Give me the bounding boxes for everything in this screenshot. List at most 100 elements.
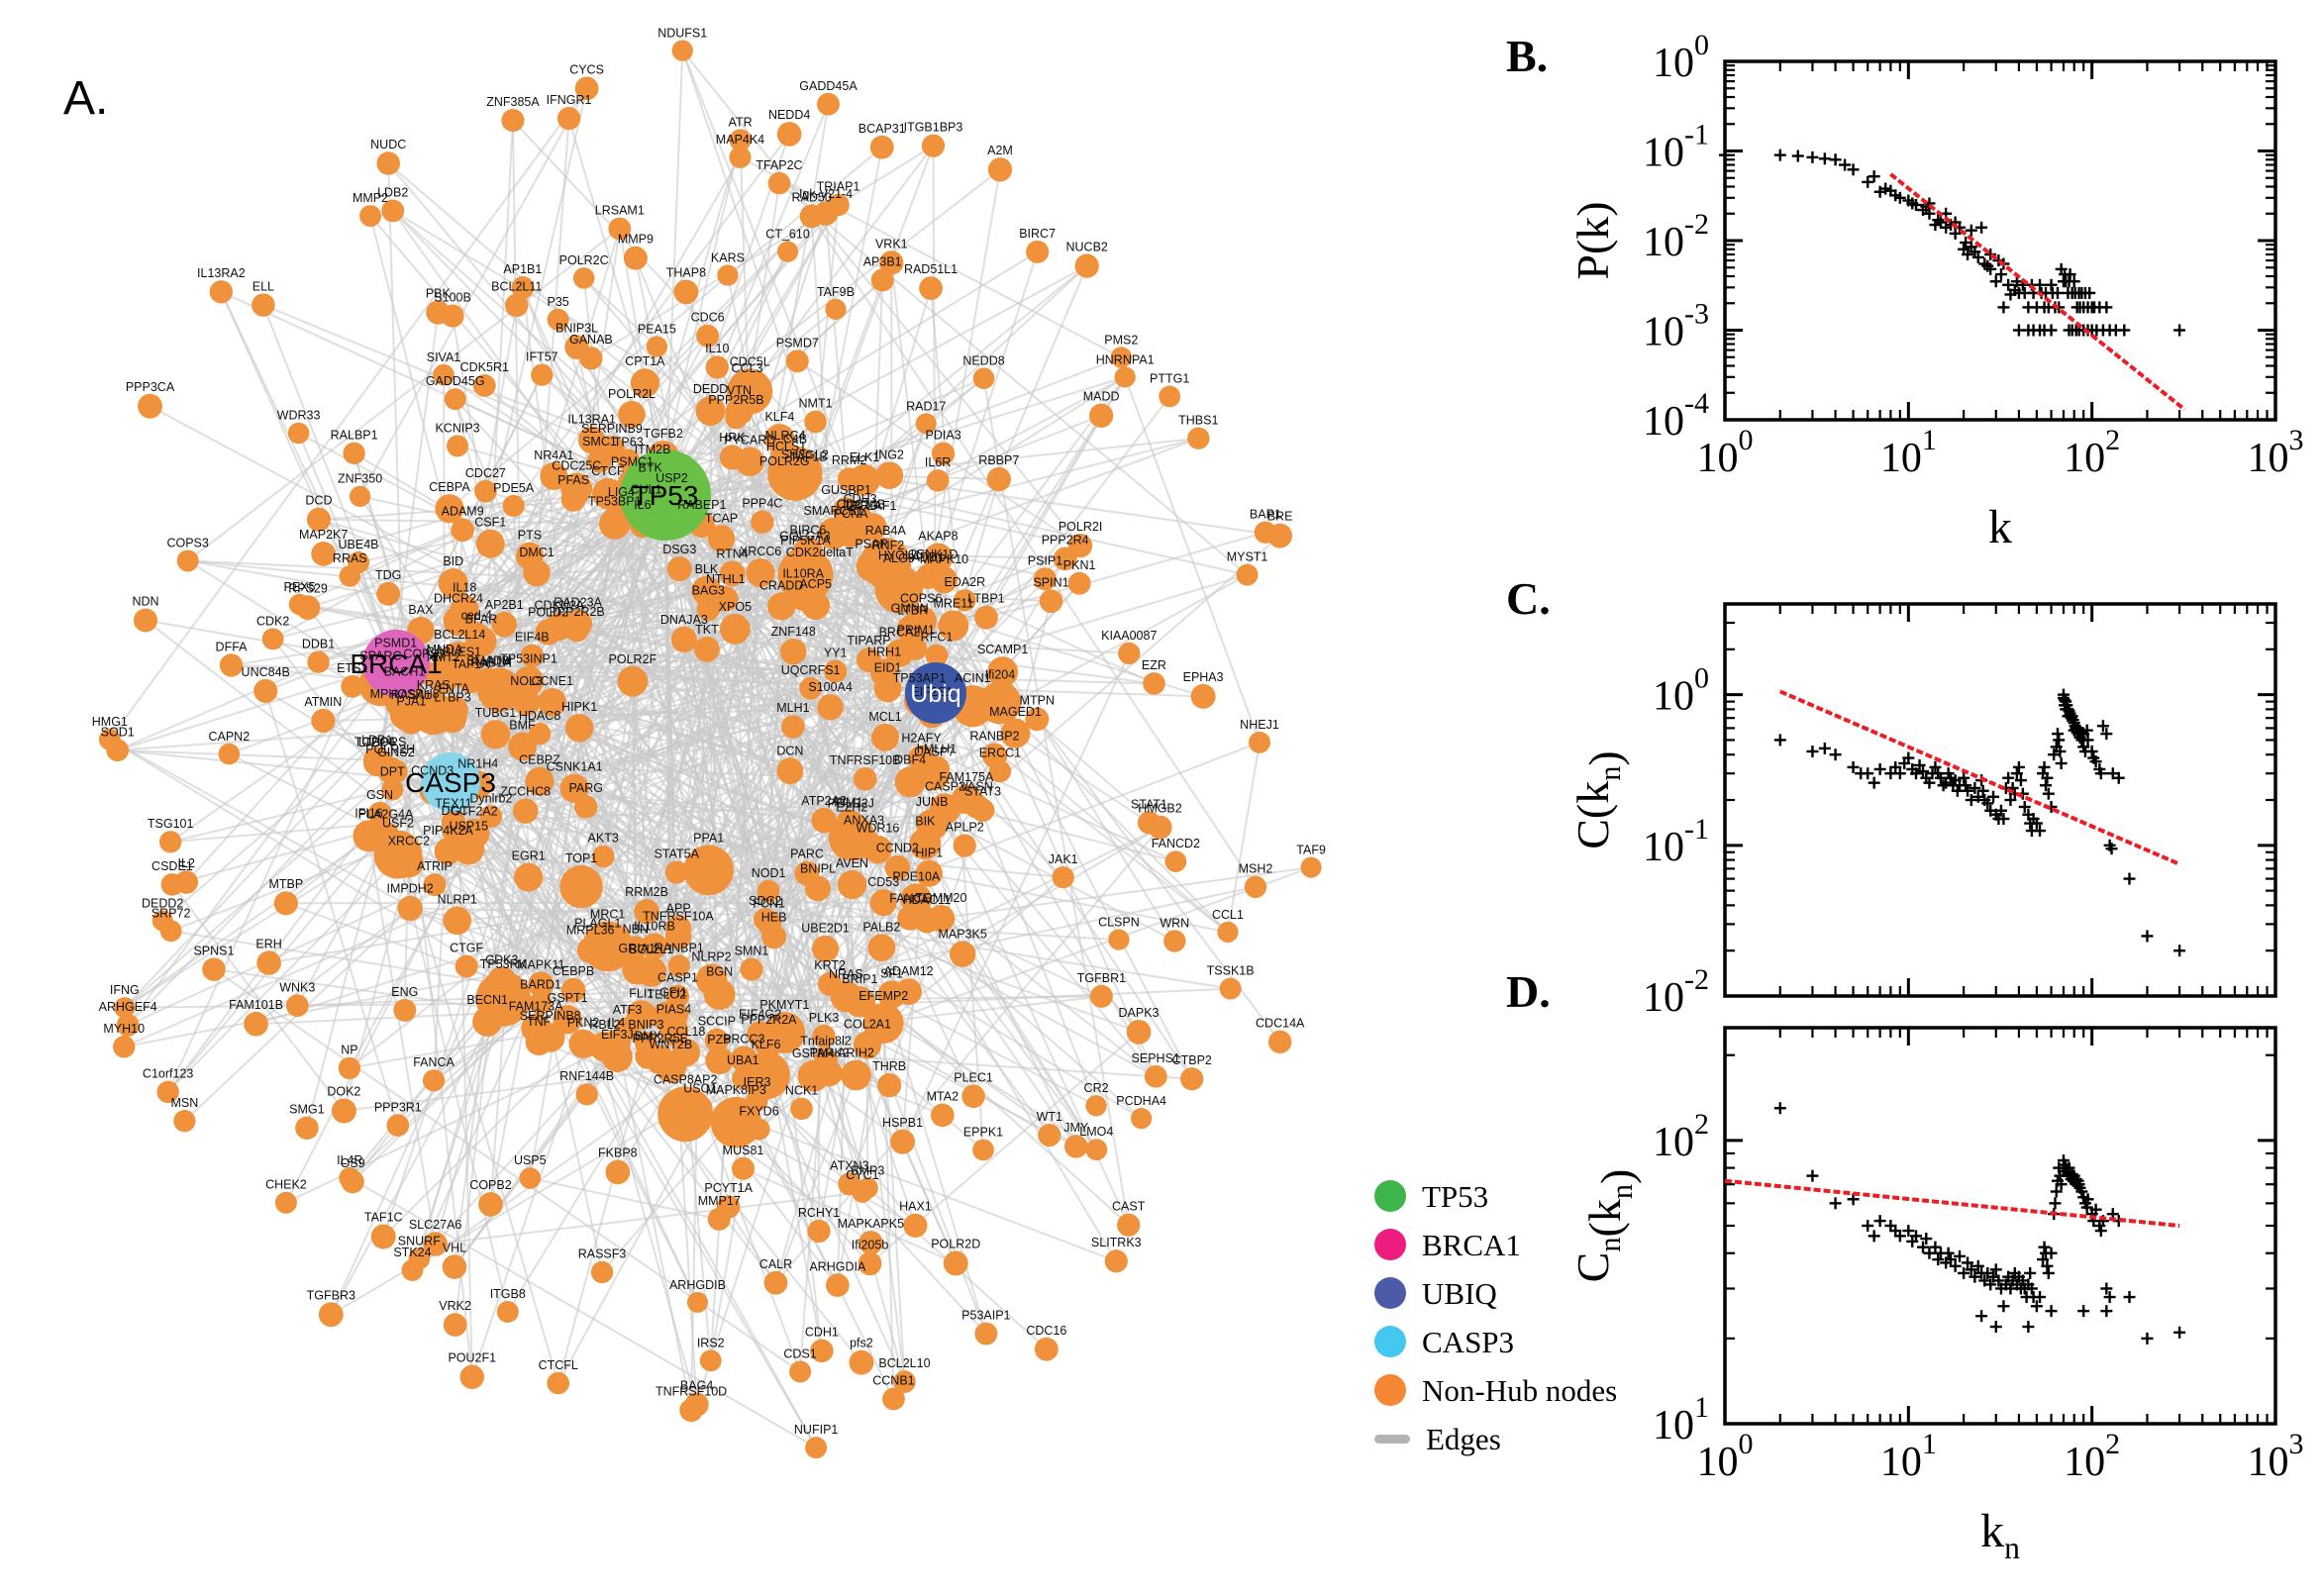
gene-node[interactable] <box>479 669 503 692</box>
gene-node[interactable] <box>253 678 278 703</box>
gene-node[interactable] <box>1144 1064 1167 1088</box>
gene-node[interactable] <box>1089 984 1113 1008</box>
gene-node[interactable] <box>491 611 518 638</box>
gene-node[interactable] <box>931 442 956 465</box>
gene-node[interactable] <box>705 355 729 379</box>
gene-node[interactable] <box>652 1001 682 1033</box>
gene-node[interactable] <box>671 40 693 61</box>
gene-node[interactable] <box>929 793 961 825</box>
gene-node[interactable] <box>1126 1019 1152 1045</box>
gene-node[interactable] <box>805 1437 828 1459</box>
gene-node[interactable] <box>401 1259 424 1281</box>
gene-node[interactable] <box>719 560 746 587</box>
gene-node[interactable] <box>307 650 330 673</box>
gene-node[interactable] <box>763 1012 806 1054</box>
gene-node[interactable] <box>717 1195 741 1219</box>
gene-node[interactable] <box>535 619 561 646</box>
gene-node[interactable] <box>667 954 690 977</box>
gene-node[interactable] <box>318 1302 344 1328</box>
gene-node[interactable] <box>731 1156 756 1180</box>
gene-node[interactable] <box>475 529 505 558</box>
gene-node[interactable] <box>339 565 361 587</box>
gene-node[interactable] <box>1164 850 1187 872</box>
gene-node[interactable] <box>434 838 462 865</box>
gene-node[interactable] <box>512 688 541 716</box>
gene-node[interactable] <box>894 766 926 798</box>
gene-node[interactable] <box>496 1301 519 1323</box>
gene-node[interactable] <box>1067 571 1091 595</box>
gene-node[interactable] <box>915 563 941 589</box>
gene-node[interactable] <box>729 146 752 168</box>
gene-node[interactable] <box>393 998 417 1022</box>
gene-node[interactable] <box>274 1191 297 1214</box>
hub-node-brca1[interactable] <box>362 630 430 697</box>
gene-node[interactable] <box>438 568 468 599</box>
gene-node[interactable] <box>133 608 158 633</box>
gene-node[interactable] <box>1137 811 1162 835</box>
gene-node[interactable] <box>919 276 943 300</box>
gene-node[interactable] <box>704 1028 729 1052</box>
gene-node[interactable] <box>560 486 586 512</box>
gene-node[interactable] <box>884 854 911 881</box>
gene-node[interactable] <box>869 658 899 687</box>
gene-node[interactable] <box>781 715 805 739</box>
gene-node[interactable] <box>372 821 400 848</box>
gene-node[interactable] <box>1052 865 1074 889</box>
gene-node[interactable] <box>804 410 827 434</box>
gene-node[interactable] <box>717 264 739 286</box>
gene-node[interactable] <box>338 1056 361 1080</box>
gene-node[interactable] <box>1114 366 1136 388</box>
gene-node[interactable] <box>423 873 447 897</box>
gene-node[interactable] <box>511 275 535 299</box>
gene-node[interactable] <box>670 626 697 652</box>
gene-node[interactable] <box>797 1059 830 1092</box>
gene-node[interactable] <box>1131 1108 1153 1130</box>
gene-node[interactable] <box>444 388 466 411</box>
gene-node[interactable] <box>657 1086 714 1143</box>
gene-node[interactable] <box>531 363 554 386</box>
gene-node[interactable] <box>516 542 544 570</box>
gene-node[interactable] <box>564 714 594 743</box>
gene-node[interactable] <box>442 817 468 844</box>
gene-node[interactable] <box>789 1360 812 1383</box>
gene-node[interactable] <box>890 1129 916 1154</box>
gene-node[interactable] <box>244 1011 268 1037</box>
gene-node[interactable] <box>608 217 632 241</box>
gene-node[interactable] <box>875 461 904 490</box>
gene-node[interactable] <box>1089 403 1114 428</box>
gene-node[interactable] <box>938 610 969 642</box>
gene-node[interactable] <box>812 935 840 962</box>
gene-node[interactable] <box>1219 977 1242 1000</box>
gene-node[interactable] <box>1026 240 1050 263</box>
gene-node[interactable] <box>807 1219 831 1244</box>
gene-node[interactable] <box>218 743 241 765</box>
gene-node[interactable] <box>853 767 877 791</box>
gene-node[interactable] <box>767 592 796 621</box>
gene-node[interactable] <box>514 862 544 892</box>
gene-node[interactable] <box>422 1069 446 1092</box>
gene-node[interactable] <box>930 1103 955 1128</box>
gene-node[interactable] <box>684 1392 709 1417</box>
gene-node[interactable] <box>805 875 831 902</box>
gene-node[interactable] <box>1163 930 1186 952</box>
gene-node[interactable] <box>837 869 867 900</box>
gene-node[interactable] <box>1110 347 1133 368</box>
hub-node-ubiq[interactable] <box>905 662 966 724</box>
gene-node[interactable] <box>869 135 894 159</box>
gene-node[interactable] <box>776 757 804 785</box>
gene-node[interactable] <box>673 279 699 305</box>
gene-node[interactable] <box>1085 1095 1107 1117</box>
gene-node[interactable] <box>547 308 569 331</box>
gene-node[interactable] <box>1074 253 1099 278</box>
gene-node[interactable] <box>138 393 162 419</box>
gene-node[interactable] <box>792 537 824 568</box>
gene-node[interactable] <box>790 1097 813 1121</box>
gene-node[interactable] <box>877 1073 902 1098</box>
gene-node[interactable] <box>478 1192 503 1217</box>
gene-node[interactable] <box>556 106 581 131</box>
gene-node[interactable] <box>451 518 474 543</box>
gene-node[interactable] <box>1249 731 1270 753</box>
gene-node[interactable] <box>927 904 956 933</box>
gene-node[interactable] <box>587 448 612 473</box>
gene-node[interactable] <box>306 507 332 532</box>
